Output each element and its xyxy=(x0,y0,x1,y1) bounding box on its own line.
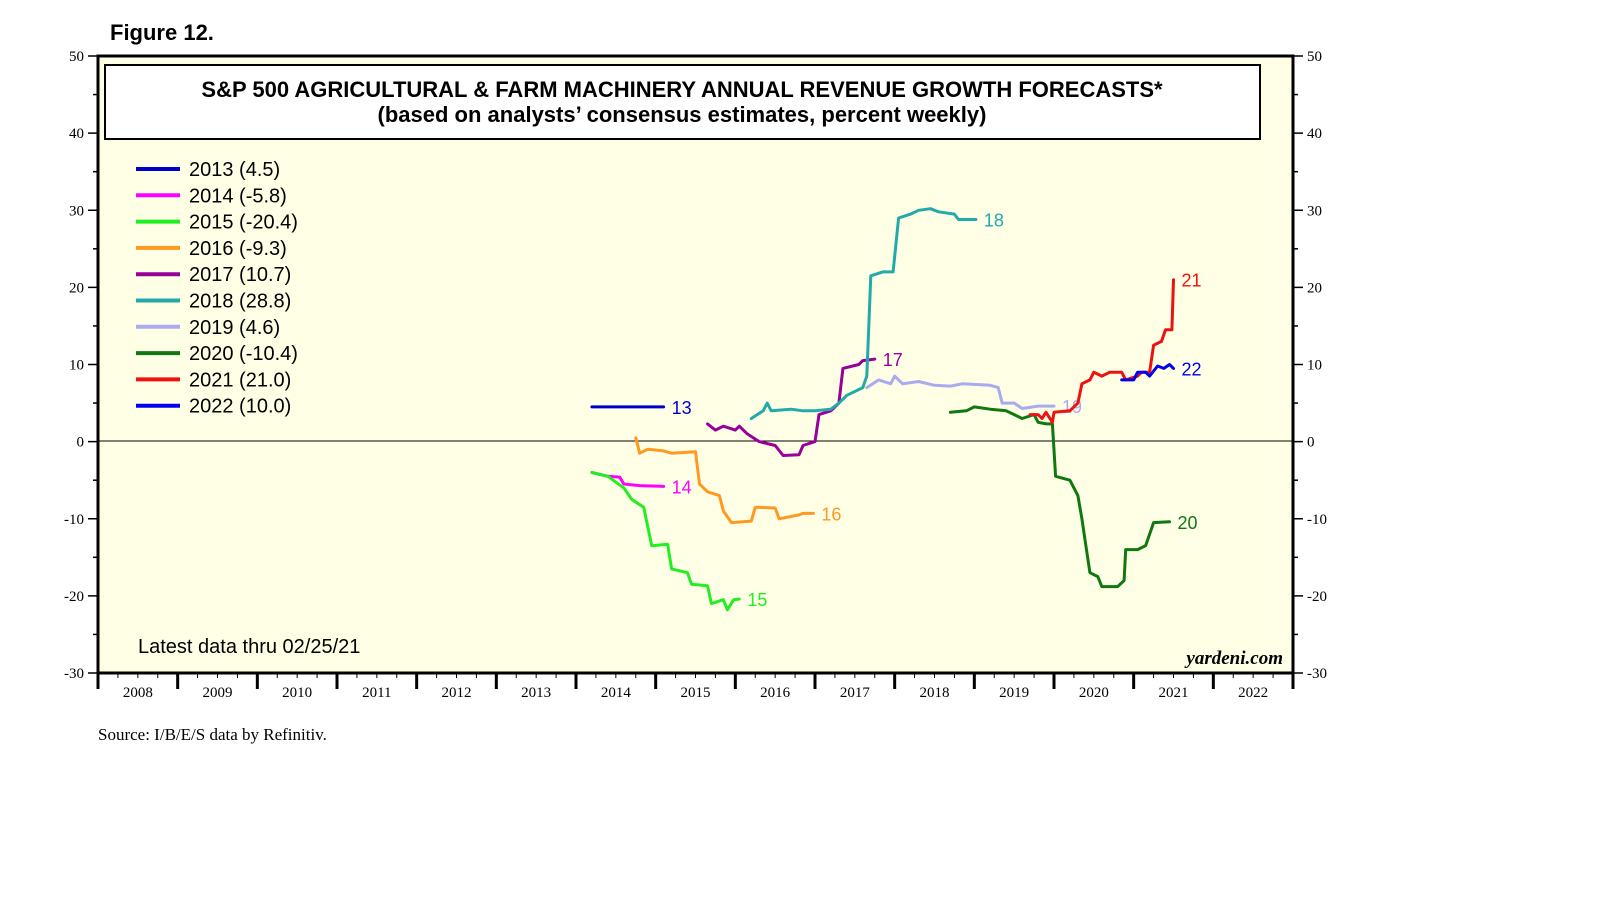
left-y-axis: -30 -20 -10 0 10 20 30 40 50 xyxy=(64,49,98,682)
series-line-2015 xyxy=(590,471,741,612)
y-tick-label-right: -10 xyxy=(1307,512,1327,528)
series-end-label-2018: 18 xyxy=(984,211,1004,231)
y-tick-label-right: 40 xyxy=(1307,126,1322,142)
legend-entry-2013: 2013 (4.5) xyxy=(189,159,280,181)
series-end-label-2017: 17 xyxy=(883,350,903,370)
y-tick-label-right: -20 xyxy=(1307,589,1327,605)
legend: 2013 (4.5) 2014 (-5.8) 2015 (-20.4) 2016 (-… xyxy=(136,159,298,418)
y-tick-label-right: 20 xyxy=(1307,280,1322,296)
series-end-label-2022: 22 xyxy=(1182,359,1202,379)
figure-label: Figure 12. xyxy=(110,20,214,45)
series-end-label-2020: 20 xyxy=(1178,513,1198,533)
x-tick-label: 2011 xyxy=(362,685,391,701)
x-tick-label: 2015 xyxy=(681,685,711,701)
y-tick-label-left: 30 xyxy=(69,203,84,219)
x-tick-label: 2008 xyxy=(123,685,153,701)
x-tick-label: 2014 xyxy=(601,685,632,701)
legend-entry-2021: 2021 (21.0) xyxy=(189,369,291,391)
x-tick-label: 2020 xyxy=(1079,685,1109,701)
legend-entry-2022: 2022 (10.0) xyxy=(189,396,291,418)
x-tick-label: 2010 xyxy=(282,685,312,701)
plot-area xyxy=(96,54,1295,675)
legend-entry-2015: 2015 (-20.4) xyxy=(189,212,298,234)
y-tick-label-left: -20 xyxy=(64,589,84,605)
legend-entry-2018: 2018 (28.8) xyxy=(189,291,291,313)
series-line-2022 xyxy=(1120,363,1175,382)
y-tick-label-left: -10 xyxy=(64,512,84,528)
series-end-label-2015: 15 xyxy=(747,590,767,610)
chart-title: S&P 500 AGRICULTURAL & FARM MACHINERY AN… xyxy=(201,77,1163,102)
x-tick-label: 2021 xyxy=(1159,685,1189,701)
right-y-axis: -30 -20 -10 0 10 20 30 40 50 xyxy=(1293,49,1327,682)
series-end-label-2021: 21 xyxy=(1182,271,1202,291)
series-line-2019 xyxy=(865,374,1056,410)
series-line-2017 xyxy=(706,357,877,457)
series-end-label-2014: 14 xyxy=(672,477,692,497)
x-tick-label: 2009 xyxy=(203,685,233,701)
x-tick-label: 2018 xyxy=(920,685,950,701)
legend-entry-2016: 2016 (-9.3) xyxy=(189,238,287,260)
title-box xyxy=(104,64,1261,140)
x-tick-label: 2013 xyxy=(521,685,551,701)
chart-subtitle: (based on analysts’ consensus estimates,… xyxy=(378,102,987,127)
legend-entry-2014: 2014 (-5.8) xyxy=(189,185,287,207)
y-tick-label-right: -30 xyxy=(1307,666,1327,682)
latest-data-note: Latest data thru 02/25/21 xyxy=(138,636,360,658)
y-tick-label-left: 20 xyxy=(69,280,84,296)
legend-entry-2020: 2020 (-10.4) xyxy=(189,343,298,365)
watermark: yardeni.com xyxy=(1184,648,1283,669)
y-tick-label-right: 30 xyxy=(1307,203,1322,219)
x-tick-label: 2022 xyxy=(1238,685,1268,701)
y-tick-label-right: 10 xyxy=(1307,358,1322,374)
y-tick-label-left: 0 xyxy=(77,435,85,451)
series-line-2021 xyxy=(1028,278,1175,424)
legend-entry-2019: 2019 (4.6) xyxy=(189,317,280,339)
y-tick-label-left: 50 xyxy=(69,49,84,65)
y-tick-label-left: -30 xyxy=(64,666,84,682)
series-end-label-2016: 16 xyxy=(821,504,841,524)
x-tick-label: 2012 xyxy=(442,685,472,701)
x-tick-label: 2017 xyxy=(840,685,871,701)
legend-entry-2017: 2017 (10.7) xyxy=(189,264,291,286)
series-end-label-2013: 13 xyxy=(672,398,692,418)
y-tick-label-right: 0 xyxy=(1307,435,1315,451)
series-line-2018 xyxy=(749,207,978,420)
series-line-2016 xyxy=(634,436,815,525)
x-axis: 2008 2009 2010 2011 2012 2013 2014 2015 2016 2017… xyxy=(96,673,1295,701)
x-tick-label: 2019 xyxy=(999,685,1029,701)
y-tick-label-right: 50 xyxy=(1307,49,1322,65)
series-line-2020 xyxy=(948,405,1171,589)
x-tick-label: 2016 xyxy=(760,685,791,701)
source-note: Source: I/B/E/S data by Refinitiv. xyxy=(98,725,327,744)
y-tick-label-left: 40 xyxy=(69,126,84,142)
y-tick-label-left: 10 xyxy=(69,358,84,374)
